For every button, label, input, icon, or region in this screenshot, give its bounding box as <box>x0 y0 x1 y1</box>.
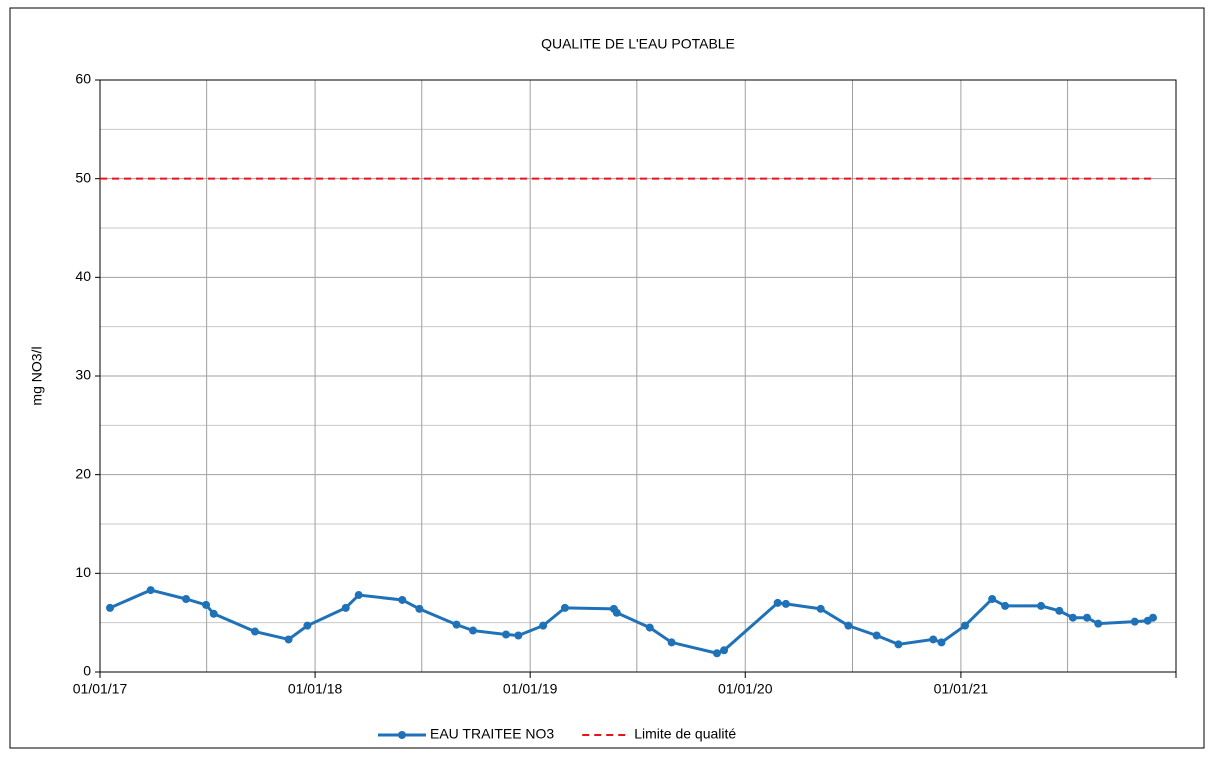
x-tick-label: 01/01/21 <box>934 681 989 697</box>
chart-border <box>9 7 1205 749</box>
legend-label: EAU TRAITEE NO3 <box>430 726 554 742</box>
point <box>106 603 115 612</box>
point <box>894 640 903 649</box>
point <box>284 635 293 644</box>
point <box>202 600 211 609</box>
point <box>354 591 363 600</box>
point <box>1055 606 1064 615</box>
point <box>452 620 461 629</box>
chart-title: QUALITE DE L'EAU POTABLE <box>541 36 735 52</box>
x-tick-label: 01/01/18 <box>288 681 343 697</box>
y-tick-label: 10 <box>75 564 91 580</box>
x-tick-label: 01/01/17 <box>73 681 128 697</box>
y-tick-label: 50 <box>75 169 91 185</box>
x-tick-label: 01/01/19 <box>503 681 558 697</box>
point <box>844 621 853 630</box>
point <box>781 599 790 608</box>
point <box>937 638 946 647</box>
point <box>720 646 729 655</box>
point <box>1037 601 1046 610</box>
point <box>988 594 997 603</box>
point <box>1068 613 1077 622</box>
point <box>1001 601 1010 610</box>
point <box>341 603 350 612</box>
point <box>872 631 881 640</box>
y-axis-label: mg NO3/l <box>29 346 45 405</box>
y-tick-label: 20 <box>75 465 91 481</box>
point <box>560 603 569 612</box>
point <box>929 635 938 644</box>
point <box>415 604 424 613</box>
y-tick-label: 30 <box>75 367 91 383</box>
point <box>514 631 523 640</box>
legend-marker <box>398 731 406 739</box>
legend-label: Limite de qualité <box>634 726 736 742</box>
plot-area <box>99 79 1177 673</box>
point <box>250 627 259 636</box>
point <box>816 604 825 613</box>
point <box>961 621 970 630</box>
y-tick-label: 40 <box>75 268 91 284</box>
point <box>398 595 407 604</box>
point <box>502 630 511 639</box>
y-tick-label: 0 <box>83 663 91 679</box>
point <box>539 621 548 630</box>
point <box>1083 613 1092 622</box>
point <box>146 586 155 595</box>
point <box>612 608 621 617</box>
point <box>667 638 676 647</box>
point <box>469 626 478 635</box>
x-tick-label: 01/01/20 <box>718 681 773 697</box>
point <box>645 623 654 632</box>
point <box>1149 613 1158 622</box>
y-tick-label: 60 <box>75 71 91 87</box>
point <box>1094 619 1103 628</box>
point <box>303 621 312 630</box>
point <box>773 598 782 607</box>
point <box>712 649 721 658</box>
point <box>1130 617 1139 626</box>
point <box>182 594 191 603</box>
point <box>209 609 218 618</box>
